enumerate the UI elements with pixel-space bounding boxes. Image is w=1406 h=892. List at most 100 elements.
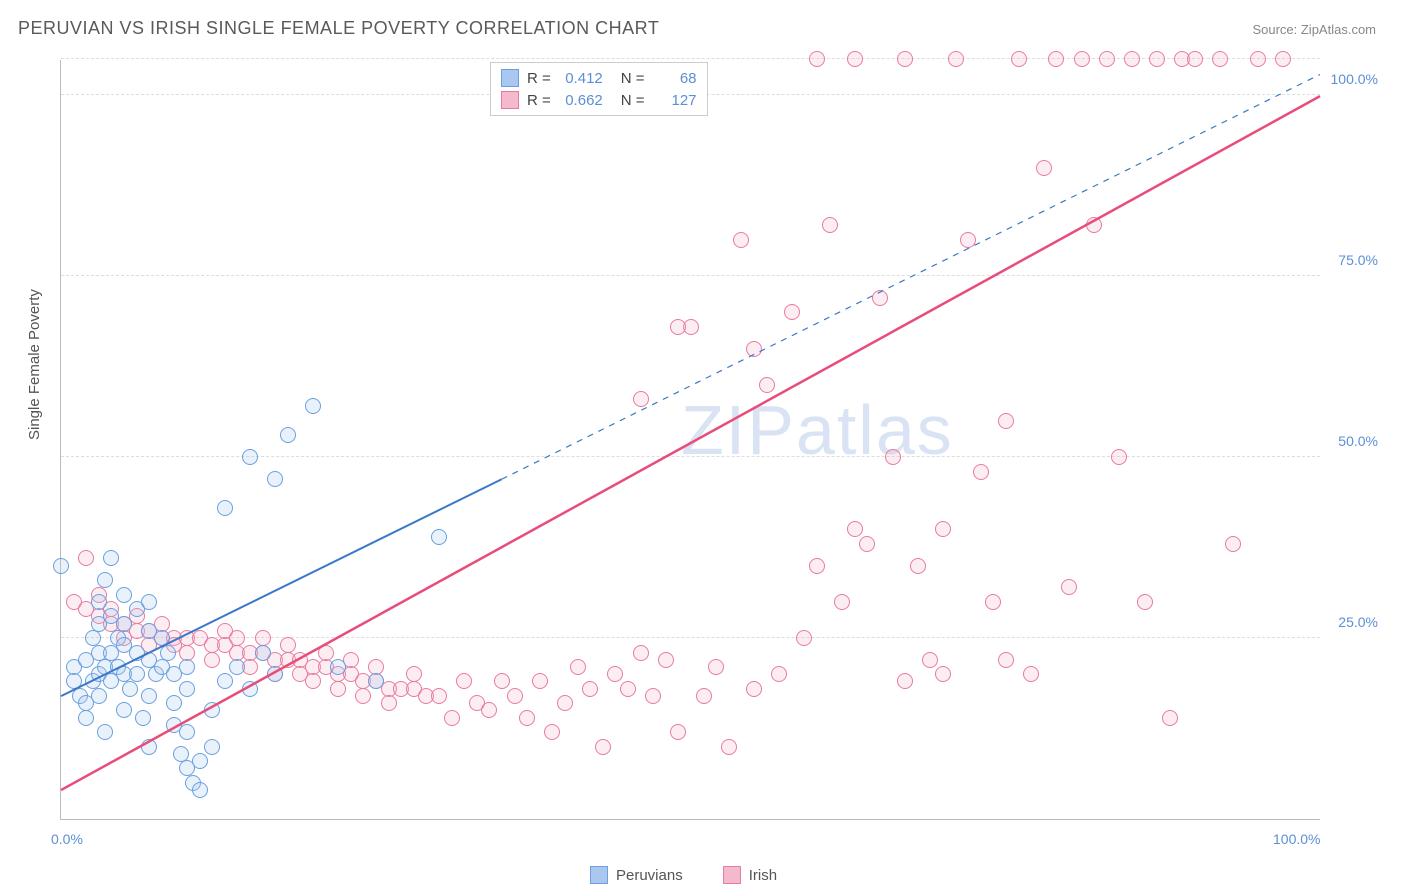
scatter-point-irish bbox=[935, 521, 951, 537]
scatter-point-peruvians bbox=[267, 666, 283, 682]
scatter-point-irish bbox=[494, 673, 510, 689]
scatter-point-irish bbox=[481, 702, 497, 718]
scatter-point-peruvians bbox=[330, 659, 346, 675]
scatter-point-peruvians bbox=[97, 724, 113, 740]
scatter-point-peruvians bbox=[305, 398, 321, 414]
scatter-point-irish bbox=[847, 51, 863, 67]
scatter-point-peruvians bbox=[116, 616, 132, 632]
scatter-point-irish bbox=[645, 688, 661, 704]
scatter-point-irish bbox=[960, 232, 976, 248]
scatter-point-irish bbox=[985, 594, 1001, 610]
stats-box: R =0.412N =68R =0.662N =127 bbox=[490, 62, 708, 116]
legend-label: Irish bbox=[749, 867, 777, 884]
legend-bottom: PeruviansIrish bbox=[590, 866, 777, 884]
scatter-point-peruvians bbox=[78, 710, 94, 726]
scatter-point-irish bbox=[305, 673, 321, 689]
stats-N-value: 68 bbox=[653, 70, 697, 87]
scatter-point-irish bbox=[355, 688, 371, 704]
stats-row: R = 0.412 N = 68 bbox=[501, 67, 697, 89]
scatter-point-peruvians bbox=[179, 659, 195, 675]
stats-N-label: N = bbox=[621, 92, 645, 109]
scatter-point-irish bbox=[1250, 51, 1266, 67]
scatter-point-peruvians bbox=[217, 673, 233, 689]
scatter-point-peruvians bbox=[141, 688, 157, 704]
scatter-point-peruvians bbox=[280, 427, 296, 443]
trend-lines bbox=[61, 60, 1320, 819]
scatter-point-irish bbox=[1011, 51, 1027, 67]
scatter-point-peruvians bbox=[97, 572, 113, 588]
scatter-point-irish bbox=[796, 630, 812, 646]
scatter-point-irish bbox=[834, 594, 850, 610]
scatter-point-irish bbox=[759, 377, 775, 393]
scatter-point-peruvians bbox=[116, 702, 132, 718]
chart-title: PERUVIAN VS IRISH SINGLE FEMALE POVERTY … bbox=[18, 18, 659, 39]
scatter-point-irish bbox=[897, 673, 913, 689]
stats-R-value: 0.412 bbox=[559, 70, 603, 87]
scatter-point-irish bbox=[1099, 51, 1115, 67]
scatter-point-irish bbox=[78, 550, 94, 566]
scatter-point-irish bbox=[784, 304, 800, 320]
scatter-point-irish bbox=[910, 558, 926, 574]
scatter-point-irish bbox=[771, 666, 787, 682]
scatter-point-irish bbox=[229, 630, 245, 646]
scatter-point-irish bbox=[330, 681, 346, 697]
scatter-point-irish bbox=[998, 413, 1014, 429]
scatter-point-irish bbox=[1086, 217, 1102, 233]
stats-R-label: R = bbox=[527, 92, 551, 109]
scatter-point-peruvians bbox=[129, 666, 145, 682]
scatter-point-irish bbox=[595, 739, 611, 755]
scatter-point-irish bbox=[721, 739, 737, 755]
scatter-point-irish bbox=[444, 710, 460, 726]
scatter-point-irish bbox=[318, 645, 334, 661]
swatch-icon bbox=[723, 866, 741, 884]
scatter-point-irish bbox=[544, 724, 560, 740]
scatter-point-peruvians bbox=[192, 753, 208, 769]
scatter-point-irish bbox=[1124, 51, 1140, 67]
stats-row: R =0.662N =127 bbox=[501, 89, 697, 111]
stats-N-label: N = bbox=[621, 70, 645, 87]
scatter-point-irish bbox=[935, 666, 951, 682]
scatter-point-irish bbox=[897, 51, 913, 67]
scatter-point-irish bbox=[1061, 579, 1077, 595]
legend-item: Irish bbox=[723, 866, 777, 884]
scatter-point-irish bbox=[733, 232, 749, 248]
scatter-point-irish bbox=[696, 688, 712, 704]
scatter-point-peruvians bbox=[53, 558, 69, 574]
scatter-point-peruvians bbox=[166, 695, 182, 711]
scatter-point-irish bbox=[885, 449, 901, 465]
scatter-point-peruvians bbox=[141, 739, 157, 755]
scatter-point-irish bbox=[658, 652, 674, 668]
stats-R-label: R = bbox=[527, 70, 551, 87]
scatter-point-irish bbox=[456, 673, 472, 689]
scatter-point-irish bbox=[519, 710, 535, 726]
y-axis-label: Single Female Poverty bbox=[26, 289, 43, 440]
scatter-point-irish bbox=[746, 681, 762, 697]
swatch-icon bbox=[501, 69, 519, 87]
scatter-point-irish bbox=[872, 290, 888, 306]
scatter-point-peruvians bbox=[204, 702, 220, 718]
scatter-point-peruvians bbox=[116, 587, 132, 603]
scatter-point-peruvians bbox=[91, 688, 107, 704]
x-tick-label: 100.0% bbox=[1273, 831, 1320, 847]
scatter-point-irish bbox=[670, 319, 686, 335]
stats-N-value: 127 bbox=[653, 92, 697, 109]
scatter-point-irish bbox=[633, 645, 649, 661]
scatter-point-irish bbox=[1111, 449, 1127, 465]
scatter-point-irish bbox=[607, 666, 623, 682]
scatter-point-irish bbox=[557, 695, 573, 711]
scatter-point-peruvians bbox=[229, 659, 245, 675]
scatter-point-irish bbox=[633, 391, 649, 407]
watermark: ZIPatlas bbox=[681, 390, 954, 470]
scatter-point-peruvians bbox=[217, 500, 233, 516]
swatch-icon bbox=[590, 866, 608, 884]
scatter-point-irish bbox=[973, 464, 989, 480]
scatter-point-irish bbox=[381, 695, 397, 711]
scatter-point-irish bbox=[570, 659, 586, 675]
scatter-point-irish bbox=[1048, 51, 1064, 67]
y-tick-label: 25.0% bbox=[1338, 614, 1378, 630]
gridline bbox=[61, 275, 1320, 276]
scatter-point-irish bbox=[847, 521, 863, 537]
scatter-point-peruvians bbox=[135, 710, 151, 726]
scatter-point-peruvians bbox=[179, 681, 195, 697]
source-label: Source: ZipAtlas.com bbox=[1252, 22, 1376, 37]
